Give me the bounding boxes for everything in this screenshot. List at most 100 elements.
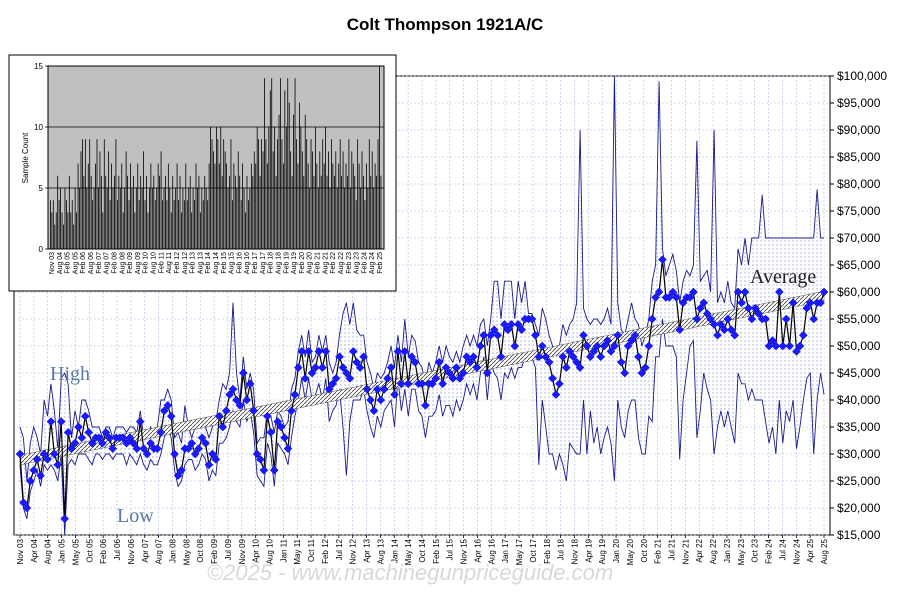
inset-bar <box>344 188 345 249</box>
inset-bar <box>364 200 366 249</box>
inset-y-tick-label: 5 <box>39 184 44 193</box>
inset-bar <box>239 175 241 249</box>
inset-x-tick-label: Aug 20 <box>307 252 314 274</box>
average-marker <box>390 390 399 399</box>
x-tick-label: Aug 10 <box>266 538 275 564</box>
inset-bar <box>371 151 373 249</box>
inset-bar <box>355 200 357 249</box>
average-marker <box>565 347 575 356</box>
inset-bar <box>377 139 379 249</box>
average-marker <box>307 368 317 378</box>
inset-bar <box>268 127 270 249</box>
inset-bar <box>153 175 155 249</box>
y-tick-label: $50,000 <box>837 339 881 353</box>
average-marker <box>53 460 63 470</box>
average-marker <box>647 314 657 324</box>
inset-bar <box>345 163 347 249</box>
inset-bar <box>240 200 242 249</box>
inset-y-axis-label: Sample Count <box>21 132 30 183</box>
x-tick-label: Jan 11 <box>279 538 288 562</box>
average-marker <box>496 352 506 362</box>
x-tick-label: Jul 15 <box>446 538 455 560</box>
inset-x-tick-label: Feb 12 <box>174 252 181 274</box>
inset-bar <box>230 139 232 249</box>
average-marker <box>218 422 228 432</box>
inset-bar <box>125 151 127 249</box>
x-tick-label: Oct 20 <box>640 538 649 562</box>
inset-bar <box>293 114 294 249</box>
average-marker <box>135 417 145 426</box>
inset-x-tick-label: Feb 06 <box>80 252 87 274</box>
inset-x-tick-label: Aug 10 <box>151 252 158 274</box>
inset-x-tick-label: Aug 04 <box>57 252 64 274</box>
y-tick-label: $85,000 <box>837 150 881 164</box>
inset-bar <box>322 139 324 249</box>
x-tick-label: May 05 <box>71 538 80 565</box>
inset-bar <box>54 224 56 249</box>
y-tick-label: $45,000 <box>837 366 881 380</box>
average-marker <box>555 379 564 389</box>
inset-bar <box>96 139 98 249</box>
average-marker <box>596 352 606 362</box>
average-marker <box>214 411 224 421</box>
inset-bar <box>315 127 316 249</box>
average-marker <box>610 341 619 351</box>
average-marker <box>304 347 313 356</box>
average-marker <box>799 330 808 340</box>
inset-bar <box>299 102 300 249</box>
inset-bar <box>201 188 203 249</box>
inset-x-tick-label: Aug 07 <box>104 252 111 274</box>
inset-bar <box>133 175 134 249</box>
x-tick-label: Jan 05 <box>58 538 67 563</box>
average-marker <box>221 406 231 416</box>
average-marker <box>25 476 35 486</box>
inset-bar <box>188 188 190 249</box>
inset-x-tick-label: Aug 21 <box>322 252 329 274</box>
average-marker <box>768 336 777 345</box>
average-marker <box>50 449 59 459</box>
inset-bar <box>349 188 351 249</box>
inset-bar <box>147 212 149 249</box>
inset-bar <box>285 127 287 249</box>
average-marker <box>651 293 660 302</box>
inset-bar <box>294 78 296 249</box>
average-marker <box>238 368 248 378</box>
inset-bar <box>291 175 293 249</box>
inset-x-tick-label: Feb 13 <box>190 252 197 274</box>
inset-bar <box>68 175 70 249</box>
inset-bar <box>60 188 61 249</box>
x-tick-label: May 14 <box>404 538 413 565</box>
average-marker <box>328 379 338 389</box>
average-marker <box>345 374 355 383</box>
inset-bar <box>253 151 255 249</box>
inset-bar <box>103 139 105 249</box>
x-tick-label: Aug 19 <box>598 538 607 564</box>
average-marker <box>572 357 581 367</box>
x-tick-label: Jul 12 <box>335 538 344 560</box>
average-marker <box>19 498 28 507</box>
average-marker <box>713 330 722 340</box>
x-tick-label: Feb 12 <box>321 538 330 563</box>
average-marker <box>139 444 149 453</box>
average-marker <box>792 347 801 356</box>
inset-bar <box>76 212 78 249</box>
average-marker <box>445 368 454 378</box>
average-marker <box>256 455 265 464</box>
x-tick-label: Aug 13 <box>376 538 385 564</box>
inset-bar <box>176 163 178 249</box>
inset-bar <box>173 200 175 249</box>
inset-bar <box>325 127 327 249</box>
inset-bar <box>316 163 318 249</box>
average-marker <box>668 287 678 297</box>
inset-x-tick-label: Feb 07 <box>96 252 103 274</box>
average-marker <box>108 444 118 453</box>
inset-bar <box>205 188 207 249</box>
average-marker <box>352 357 362 367</box>
average-marker <box>730 330 740 340</box>
inset-bar <box>130 163 131 249</box>
inset-bar <box>140 175 142 249</box>
average-marker <box>321 347 331 356</box>
inset-bar <box>227 188 229 249</box>
inset-bar <box>370 175 372 249</box>
average-marker <box>744 303 753 313</box>
